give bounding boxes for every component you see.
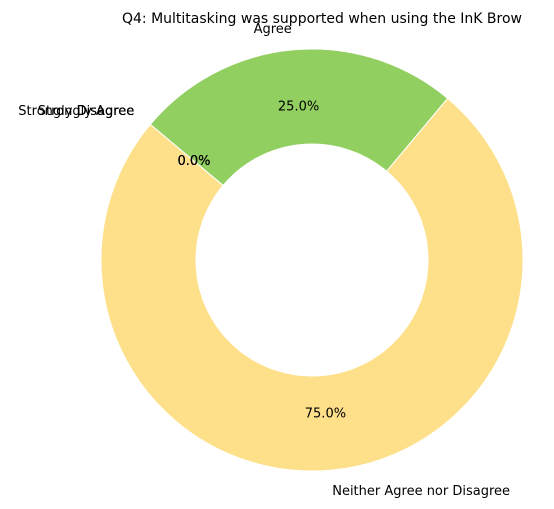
percent-label-strongly-agree: 0.0% [178, 154, 211, 169]
chart-title: Q4: Multitasking was supported when usin… [122, 11, 522, 27]
category-label-strongly-disagree: Strongly Disagree [18, 104, 134, 119]
percent-label-neither-agree-nor-disagree: 75.0% [305, 406, 346, 421]
category-label-agree: Agree [254, 22, 292, 37]
percent-label-disagree: 0.0% [178, 154, 211, 169]
slices-group [100, 48, 524, 472]
slice-agree [149, 48, 449, 187]
percent-label-strongly-disagree: 0.0% [178, 154, 211, 169]
slice-neither-agree-nor-disagree [100, 97, 524, 472]
category-label-disagree: Disagree [77, 104, 135, 119]
percent-label-agree: 25.0% [278, 100, 319, 115]
category-label-strongly-agree: Strongly Agree [38, 104, 135, 119]
category-label-neither-agree-nor-disagree: Neither Agree nor Disagree [332, 484, 510, 499]
labels-group: Strongly Disagree0.0%Disagree0.0%Neither… [18, 22, 510, 499]
